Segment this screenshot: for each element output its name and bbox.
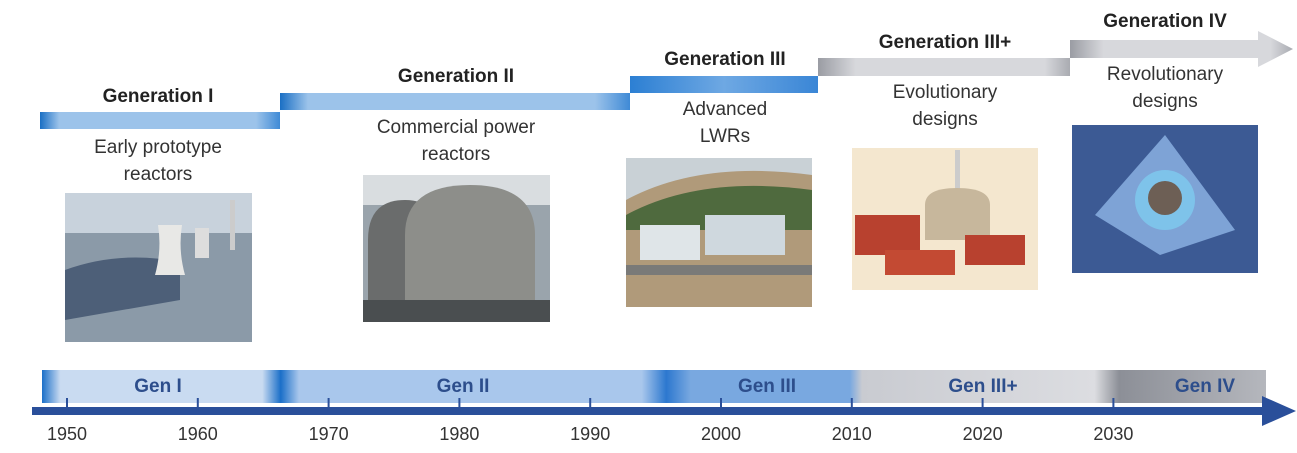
generation-description: designs — [1132, 91, 1198, 112]
generation-title: Generation III+ — [879, 32, 1012, 53]
generation-description: reactors — [422, 144, 491, 165]
band-label: Gen I — [134, 376, 182, 397]
photo — [852, 148, 1038, 290]
generation-description: LWRs — [700, 126, 750, 147]
year-label: 1970 — [309, 424, 349, 444]
generation-description: reactors — [124, 164, 193, 185]
step-bar — [40, 112, 280, 129]
year-label: 1990 — [570, 424, 610, 444]
generation-description: Advanced — [683, 99, 768, 120]
generation-description: Revolutionary — [1107, 64, 1224, 85]
year-label: 2010 — [832, 424, 872, 444]
step-bar — [280, 93, 630, 110]
year-label: 2030 — [1093, 424, 1133, 444]
year-label: 1960 — [178, 424, 218, 444]
photo — [626, 158, 812, 307]
page: {"generations": [ {"title": "Generation … — [0, 0, 1297, 453]
generation-description: Commercial power — [377, 117, 536, 138]
band-label: Gen II — [437, 376, 490, 397]
band-label: Gen III — [738, 376, 796, 397]
generation-description: Evolutionary — [893, 82, 998, 103]
photo — [363, 175, 550, 322]
step-bar — [630, 76, 818, 93]
generation-description: Early prototype — [94, 137, 222, 158]
year-label: 1980 — [439, 424, 479, 444]
band-label: Gen III+ — [948, 376, 1017, 397]
timeline-band — [42, 370, 1266, 403]
diagram: Generation I Early prototype reactors Gener… — [0, 0, 1297, 453]
band-label: Gen IV — [1175, 376, 1236, 397]
illustration — [1072, 125, 1258, 273]
year-label: 2020 — [963, 424, 1003, 444]
generation-title: Generation II — [398, 66, 514, 87]
generation-description: designs — [912, 109, 978, 130]
step-arrow — [1070, 31, 1293, 67]
step-bar — [818, 58, 1070, 76]
year-label: 2000 — [701, 424, 741, 444]
generation-title: Generation III — [664, 49, 785, 70]
photo — [65, 193, 252, 342]
generation-title: Generation I — [103, 86, 214, 107]
year-label: 1950 — [47, 424, 87, 444]
generation-title: Generation IV — [1103, 11, 1227, 32]
